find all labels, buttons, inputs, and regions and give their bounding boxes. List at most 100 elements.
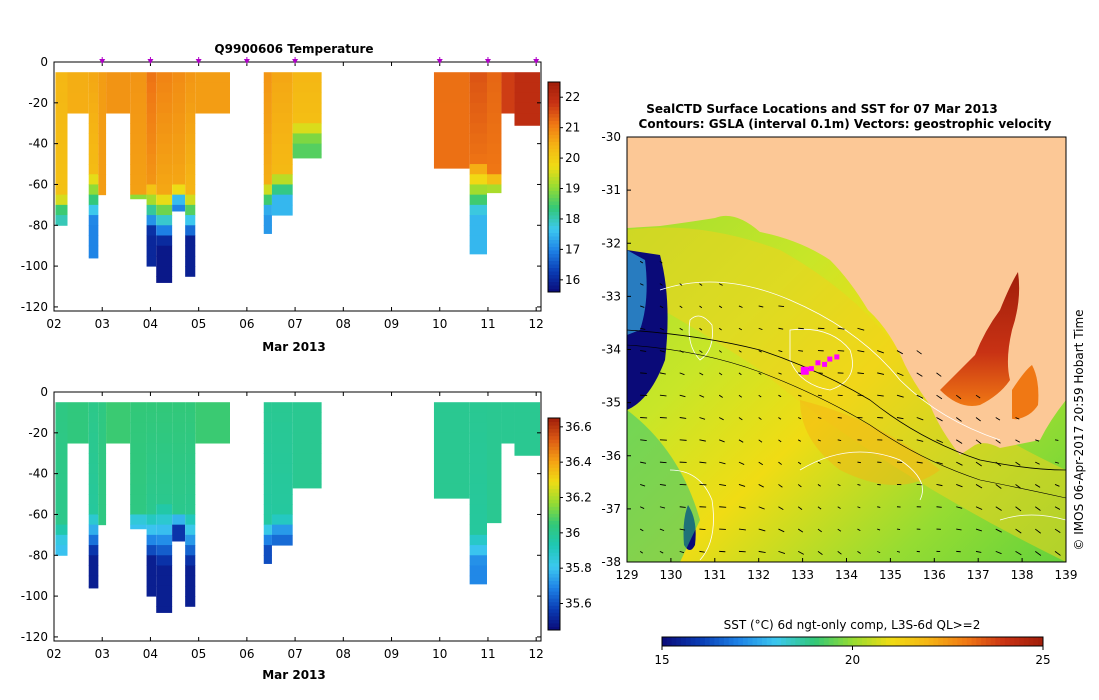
profile-cell bbox=[130, 412, 147, 424]
colorbar-swatch bbox=[966, 637, 973, 646]
profile-cell bbox=[292, 92, 322, 104]
profile-cell bbox=[271, 204, 293, 216]
profile-cell bbox=[88, 453, 99, 464]
colorbar-swatch bbox=[709, 637, 715, 646]
profile-cell bbox=[156, 596, 173, 607]
lat-tick-label: -35 bbox=[601, 396, 621, 410]
velocity-vector bbox=[758, 439, 763, 443]
velocity-vector bbox=[778, 350, 783, 353]
profile-cell bbox=[67, 432, 89, 444]
colorbar-swatch bbox=[548, 113, 560, 118]
colorbar-tick-label: 35.8 bbox=[565, 561, 592, 575]
colorbar-swatch bbox=[995, 637, 1001, 646]
profile-cell bbox=[130, 422, 147, 434]
colorbar-swatch bbox=[895, 637, 901, 646]
colorbar-swatch bbox=[548, 418, 560, 423]
profile-cell bbox=[469, 545, 487, 556]
profile-cell bbox=[55, 514, 68, 526]
profile-cell bbox=[55, 82, 68, 94]
colorbar-swatch bbox=[548, 439, 560, 444]
colorbar-swatch bbox=[548, 120, 560, 125]
profile-cell bbox=[106, 422, 131, 434]
profile-cell bbox=[185, 164, 196, 175]
profile-cell bbox=[501, 402, 515, 413]
colorbar-swatch bbox=[548, 236, 560, 240]
colorbar-swatch bbox=[548, 492, 560, 497]
profile-cell bbox=[469, 412, 487, 424]
colorbar-swatch bbox=[548, 573, 560, 578]
x-tick-label: 11 bbox=[480, 317, 495, 331]
profile-cell bbox=[156, 565, 173, 577]
colorbar-swatch bbox=[747, 637, 753, 646]
profile-cell bbox=[292, 412, 322, 424]
profile-cell bbox=[156, 174, 173, 185]
velocity-vector bbox=[1015, 550, 1022, 556]
profile-cell bbox=[172, 82, 186, 94]
colorbar-swatch bbox=[548, 524, 560, 529]
velocity-vector bbox=[738, 484, 746, 487]
lon-tick-label: 138 bbox=[1011, 568, 1034, 582]
colorbar-tick-label: 18 bbox=[565, 212, 580, 226]
colorbar-swatch bbox=[548, 605, 560, 610]
velocity-vector bbox=[877, 350, 884, 354]
colorbar-swatch bbox=[723, 637, 730, 646]
salinity-plot-frame bbox=[53, 391, 542, 642]
colorbar-swatch bbox=[548, 260, 560, 265]
colorbar-tick-label: 20 bbox=[845, 653, 860, 667]
profile-cell bbox=[88, 555, 99, 566]
profile-cell bbox=[486, 412, 502, 424]
profile-cell bbox=[98, 113, 107, 124]
colorbar-swatch bbox=[548, 502, 560, 507]
colorbar-swatch bbox=[548, 162, 560, 167]
velocity-vector bbox=[679, 439, 687, 441]
y-tick-label: -20 bbox=[28, 426, 48, 440]
colorbar-swatch bbox=[814, 637, 820, 646]
velocity-vector bbox=[758, 327, 763, 331]
profile-cell bbox=[146, 555, 157, 566]
profile-cell bbox=[263, 194, 272, 206]
x-tick-label: 02 bbox=[46, 647, 61, 661]
colorbar-swatch bbox=[548, 552, 560, 557]
velocity-vector bbox=[699, 417, 706, 420]
velocity-vector bbox=[916, 417, 924, 421]
profile-cell bbox=[172, 113, 186, 124]
velocity-vector bbox=[797, 484, 802, 488]
colorbar-tick-label: 20 bbox=[565, 151, 580, 165]
colorbar-swatch bbox=[548, 152, 560, 156]
profile-cell bbox=[185, 555, 196, 566]
velocity-vector bbox=[640, 372, 647, 374]
colorbar-swatch bbox=[548, 281, 560, 286]
velocity-vector bbox=[679, 305, 683, 309]
velocity-vector bbox=[719, 461, 726, 465]
x-tick-label: 06 bbox=[239, 317, 254, 331]
profile-cell bbox=[486, 133, 502, 145]
velocity-vector bbox=[916, 394, 924, 399]
colorbar-swatch bbox=[548, 516, 560, 521]
profile-cell bbox=[433, 102, 470, 114]
profile-cell bbox=[185, 432, 196, 444]
profile-cell bbox=[98, 72, 107, 83]
velocity-vector bbox=[640, 305, 645, 308]
profile-cell bbox=[130, 194, 147, 200]
profile-cell bbox=[271, 524, 293, 536]
profile-cell bbox=[514, 123, 541, 126]
velocity-vector bbox=[896, 550, 901, 553]
colorbar-swatch bbox=[548, 463, 560, 468]
profile-cell bbox=[67, 82, 89, 94]
profile-cell bbox=[292, 82, 322, 94]
profile-cell bbox=[88, 225, 99, 236]
sst-cool-southwest bbox=[627, 410, 700, 562]
colorbar-swatch bbox=[548, 538, 560, 543]
colorbar-swatch bbox=[548, 187, 560, 191]
profile-cell bbox=[106, 102, 131, 114]
profile-cell bbox=[469, 123, 487, 134]
lat-tick-label: -37 bbox=[601, 502, 621, 516]
profile-cell bbox=[156, 235, 173, 247]
profile-cell bbox=[263, 453, 272, 464]
velocity-vector bbox=[639, 283, 644, 286]
profile-cell bbox=[501, 422, 515, 434]
velocity-vector bbox=[916, 372, 923, 377]
profile-cell bbox=[130, 494, 147, 505]
velocity-vector bbox=[758, 372, 762, 375]
colorbar-swatch bbox=[548, 85, 560, 90]
